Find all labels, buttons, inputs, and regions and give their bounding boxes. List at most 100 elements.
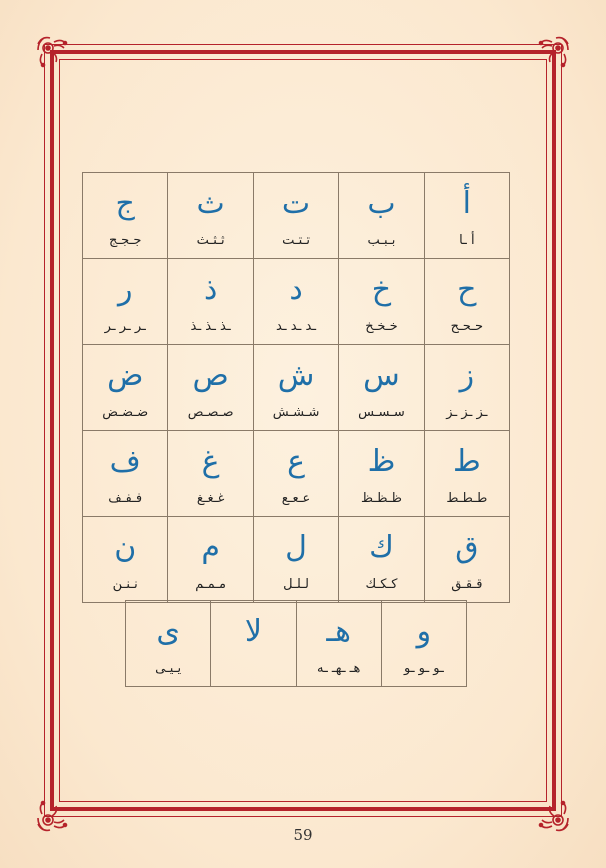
letter-forms: ضـضـض bbox=[102, 405, 149, 420]
letter: و bbox=[416, 614, 432, 649]
frame-outer-line bbox=[44, 44, 562, 817]
letter-forms: ظـظـظ bbox=[360, 491, 402, 506]
letter: ل bbox=[285, 530, 307, 565]
letter: ظ bbox=[367, 444, 396, 479]
letter-forms: جـجـج bbox=[108, 233, 142, 248]
letter-cell: ص صـصـص bbox=[167, 344, 254, 431]
letter-forms: أ ـا bbox=[459, 233, 475, 248]
alphabet-table-last-row: و ـو ـو ـو هـ هـ ـهـ ـه لا ى يـيـى bbox=[124, 600, 468, 687]
letter: س bbox=[363, 358, 400, 393]
letter: لا bbox=[244, 614, 262, 649]
letter-cell: د ـد ـد ـد bbox=[252, 258, 340, 345]
letter-forms: كـكـك bbox=[365, 577, 398, 592]
corner-ornament-icon bbox=[536, 798, 572, 834]
letter-forms: يـيـى bbox=[155, 661, 182, 676]
letter: أ bbox=[462, 186, 471, 221]
letter-forms: طـطـط bbox=[446, 491, 488, 506]
letter-cell: غ غـغـغ bbox=[167, 430, 254, 517]
letter-cell: ى يـيـى bbox=[124, 600, 212, 687]
letter-forms: تـتـت bbox=[282, 233, 310, 248]
alphabet-table: أ أ ـا ب بـبـب ت تـتـت ث ثـثـث ج جـجـج ح… bbox=[81, 172, 511, 603]
letter-cell: س سـسـس bbox=[338, 344, 425, 431]
letter-cell: خ خـخـخ bbox=[338, 258, 425, 345]
letter-forms: نـنـن bbox=[112, 577, 138, 592]
table-row: ط طـطـط ظ ظـظـظ ع عـعـع غ غـغـغ ف فـفـف bbox=[81, 430, 511, 517]
letter-cell: ق قـقـق bbox=[423, 516, 511, 603]
table-row: أ أ ـا ب بـبـب ت تـتـت ث ثـثـث ج جـجـج bbox=[81, 172, 511, 259]
letter-forms: لـلـل bbox=[283, 577, 309, 592]
letter-forms: ـد ـد ـد bbox=[275, 319, 317, 334]
letter-forms: فـفـف bbox=[108, 491, 143, 506]
letter-forms: ثـثـث bbox=[196, 233, 225, 248]
letter-cell: ز ـز ـز ـز bbox=[423, 344, 511, 431]
letter: ط bbox=[452, 444, 481, 479]
letter: ح bbox=[457, 272, 477, 307]
letter-forms: مـمـم bbox=[195, 577, 226, 592]
letter-cell: لا bbox=[210, 600, 297, 687]
letter: ب bbox=[367, 186, 396, 221]
letter-cell: ذ ـذ ـذ ـذ bbox=[167, 258, 254, 345]
table-row: ق قـقـق ك كـكـك ل لـلـل م مـمـم ن نـنـن bbox=[81, 516, 511, 603]
letter: ر bbox=[117, 272, 133, 307]
table-row: ز ـز ـز ـز س سـسـس ش شـشـش ص صـصـص ض ضـض… bbox=[81, 344, 511, 431]
letter-cell: ع عـعـع bbox=[252, 430, 340, 517]
letter: ك bbox=[369, 530, 394, 565]
letter: ق bbox=[455, 530, 479, 565]
letter: ذ bbox=[203, 272, 218, 307]
letter: م bbox=[201, 530, 220, 565]
letter: غ bbox=[201, 444, 220, 479]
letter-forms: ـو ـو ـو bbox=[403, 661, 444, 676]
letter-cell: ت تـتـت bbox=[252, 172, 340, 259]
letter-forms: بـبـب bbox=[367, 233, 396, 248]
letter-forms: قـقـق bbox=[451, 577, 483, 592]
page-number: 59 bbox=[293, 826, 313, 844]
letter-forms: سـسـس bbox=[358, 405, 405, 420]
letter-cell: ك كـكـك bbox=[338, 516, 425, 603]
letter-forms: شـشـش bbox=[272, 405, 320, 420]
letter: ت bbox=[281, 186, 311, 221]
letter-forms: ـز ـز ـز bbox=[446, 405, 488, 420]
letter: ث bbox=[196, 186, 225, 221]
letter-cell: ظ ظـظـظ bbox=[338, 430, 425, 517]
letter: د bbox=[289, 272, 303, 307]
letter: ع bbox=[287, 444, 305, 479]
corner-ornament-icon bbox=[34, 34, 70, 70]
letter-cell: ط طـطـط bbox=[423, 430, 511, 517]
letter-cell: و ـو ـو ـو bbox=[380, 600, 468, 687]
frame-inner-line bbox=[59, 59, 547, 802]
letter-cell: ح حـحـح bbox=[423, 258, 511, 345]
letter: خ bbox=[371, 272, 392, 307]
letter: ز bbox=[459, 358, 475, 393]
letter-forms: عـعـع bbox=[281, 491, 311, 506]
letter-cell: ش شـشـش bbox=[252, 344, 340, 431]
letter: ض bbox=[107, 358, 144, 393]
letter-cell: ب بـبـب bbox=[338, 172, 425, 259]
letter-cell: ن نـنـن bbox=[81, 516, 169, 603]
letter-forms: ـر ـر ـر bbox=[104, 319, 146, 334]
letter-cell: ف فـفـف bbox=[81, 430, 169, 517]
table-row: و ـو ـو ـو هـ هـ ـهـ ـه لا ى يـيـى bbox=[124, 600, 468, 687]
letter-cell: م مـمـم bbox=[167, 516, 254, 603]
letter-forms: حـحـح bbox=[450, 319, 484, 334]
letter-cell: ث ثـثـث bbox=[167, 172, 254, 259]
letter-forms: غـغـغ bbox=[196, 491, 225, 506]
letter-forms: صـصـص bbox=[187, 405, 234, 420]
letter: ش bbox=[277, 358, 315, 393]
letter-cell: أ أ ـا bbox=[423, 172, 511, 259]
letter-cell: ر ـر ـر ـر bbox=[81, 258, 169, 345]
table-row: ح حـحـح خ خـخـخ د ـد ـد ـد ذ ـذ ـذ ـذ ر … bbox=[81, 258, 511, 345]
letter: ص bbox=[192, 358, 229, 393]
letter-cell: ل لـلـل bbox=[252, 516, 340, 603]
frame-thick-line bbox=[50, 50, 556, 811]
letter: ف bbox=[109, 444, 141, 479]
letter-cell: ض ضـضـض bbox=[81, 344, 169, 431]
letter-cell: هـ هـ ـهـ ـه bbox=[295, 600, 382, 687]
letter: ى bbox=[156, 614, 180, 649]
letter-forms: خـخـخ bbox=[365, 319, 398, 334]
letter-cell: ج جـجـج bbox=[81, 172, 169, 259]
letter: ج bbox=[115, 186, 135, 221]
letter-forms: ـذ ـذ ـذ bbox=[190, 319, 231, 334]
corner-ornament-icon bbox=[536, 34, 572, 70]
letter-forms: هـ ـهـ ـه bbox=[317, 661, 361, 676]
letter: ن bbox=[114, 530, 137, 565]
